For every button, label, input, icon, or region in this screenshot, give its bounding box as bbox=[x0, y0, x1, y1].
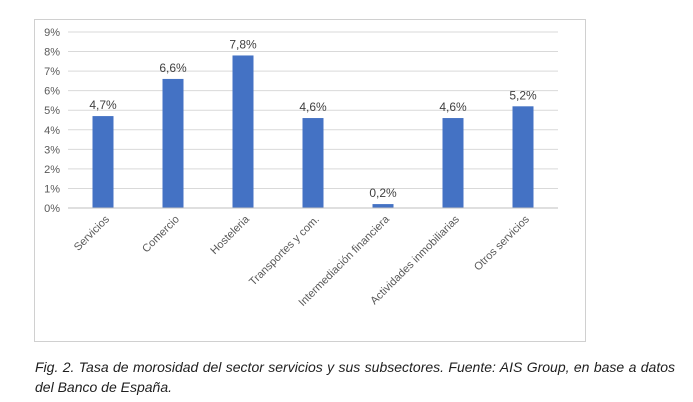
y-tick-label: 5% bbox=[44, 105, 60, 117]
bar-chart: 0% 1% 2% 3% 4% 5% 6% 7% 8% 9% 4,7% 6,6% 7,8% 4,6% 0,2… bbox=[44, 27, 558, 309]
bar bbox=[512, 106, 534, 208]
y-tick-label: 4% bbox=[44, 125, 60, 137]
data-label: 0,2% bbox=[369, 186, 397, 200]
category-label: Otros servicios bbox=[472, 213, 532, 273]
bars bbox=[92, 55, 534, 208]
y-axis-ticks: 0% 1% 2% 3% 4% 5% 6% 7% 8% 9% bbox=[44, 27, 60, 215]
bar bbox=[302, 118, 324, 208]
data-labels: 4,7% 6,6% 7,8% 4,6% 0,2% 4,6% 5,2% bbox=[89, 37, 537, 200]
bar bbox=[92, 116, 114, 208]
figure-caption: Fig. 2. Tasa de morosidad del sector ser… bbox=[35, 359, 675, 395]
bar bbox=[442, 118, 464, 208]
y-tick-label: 3% bbox=[44, 144, 60, 156]
category-label: Servicios bbox=[72, 213, 112, 253]
data-label: 7,8% bbox=[229, 37, 257, 51]
y-tick-label: 8% bbox=[44, 47, 60, 59]
data-label: 4,6% bbox=[439, 100, 467, 114]
y-tick-label: 6% bbox=[44, 86, 60, 98]
y-tick-label: 0% bbox=[44, 203, 60, 215]
data-label: 5,2% bbox=[509, 88, 537, 102]
category-label: Comercio bbox=[140, 213, 182, 255]
y-tick-label: 9% bbox=[44, 27, 60, 39]
bar bbox=[372, 204, 394, 208]
y-tick-label: 1% bbox=[44, 183, 60, 195]
data-label: 4,7% bbox=[89, 98, 117, 112]
data-label: 6,6% bbox=[159, 61, 187, 75]
y-tick-label: 2% bbox=[44, 164, 60, 176]
data-label: 4,6% bbox=[299, 100, 327, 114]
bar bbox=[232, 55, 254, 208]
gridlines bbox=[68, 31, 558, 189]
category-label: Hosteleria bbox=[208, 213, 252, 257]
bar bbox=[162, 78, 184, 208]
category-label: Transportes y com. bbox=[247, 213, 322, 288]
y-tick-label: 7% bbox=[44, 66, 60, 78]
